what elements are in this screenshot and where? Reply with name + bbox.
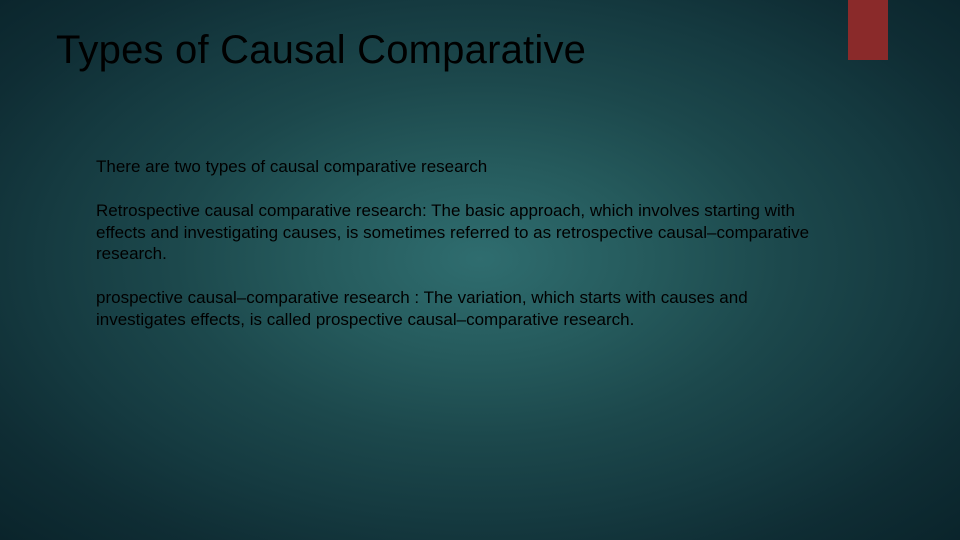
slide: Types of Causal Comparative There are tw… — [0, 0, 960, 540]
accent-bar — [848, 0, 888, 60]
paragraph: There are two types of causal comparativ… — [96, 156, 840, 178]
slide-body: There are two types of causal comparativ… — [96, 156, 840, 353]
slide-title: Types of Causal Comparative — [56, 28, 586, 73]
paragraph: Retrospective causal comparative researc… — [96, 200, 840, 265]
paragraph: prospective causal–comparative research … — [96, 287, 840, 331]
